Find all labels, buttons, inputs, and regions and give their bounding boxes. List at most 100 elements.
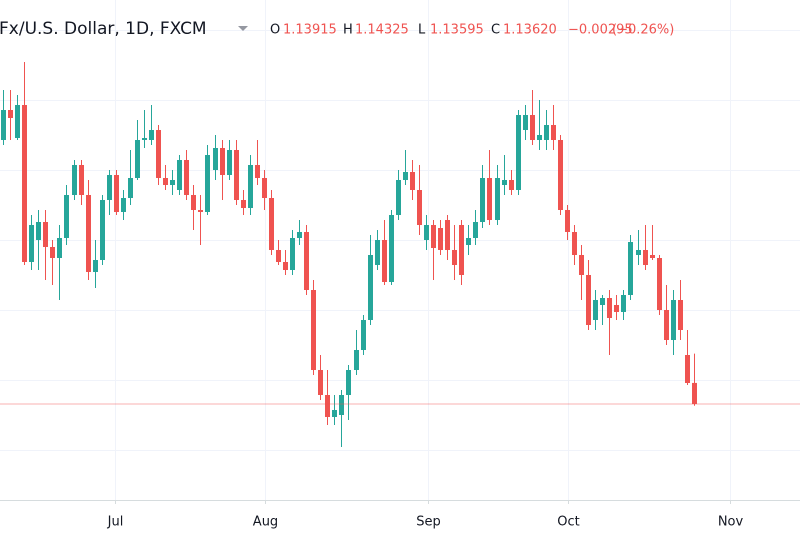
candle-body: [170, 180, 175, 185]
ohlc-value: 1.13915: [283, 23, 337, 38]
candle-body: [375, 240, 380, 265]
candle-body: [184, 160, 189, 195]
candle-body: [678, 300, 683, 330]
candle-body: [382, 240, 387, 282]
candle-body: [572, 232, 577, 255]
candle-body: [459, 225, 464, 275]
candle-body: [43, 222, 48, 247]
candle-body: [114, 175, 119, 212]
candle-body: [191, 195, 196, 210]
candle-body: [86, 195, 91, 272]
x-tick-label: Sep: [416, 515, 441, 530]
candle-body: [15, 105, 20, 138]
ohlc-key: O: [270, 23, 280, 38]
change-value: −0.00295: [568, 23, 633, 38]
x-tick-label: Aug: [253, 515, 278, 530]
grid: [0, 0, 800, 500]
candle-body: [304, 232, 309, 290]
candle-body: [100, 200, 105, 260]
candle-body: [600, 298, 605, 305]
candle-body: [220, 148, 225, 175]
ohlc-value: 1.13595: [430, 23, 484, 38]
candle-body: [227, 150, 232, 175]
candle-body: [64, 195, 69, 238]
candle-body: [269, 198, 274, 250]
candle-body: [346, 370, 351, 395]
candle-body: [544, 125, 549, 140]
candle-body: [241, 200, 246, 208]
candle-body: [234, 150, 239, 200]
candle-body: [8, 110, 13, 118]
candle-body: [248, 165, 253, 208]
candle-body: [72, 165, 77, 195]
candle-body: [50, 247, 55, 258]
candle-body: [417, 190, 422, 225]
candle-body: [614, 305, 619, 312]
ohlc-value: 1.14325: [355, 23, 409, 38]
candle-body: [297, 232, 302, 238]
candle-body: [530, 115, 535, 140]
symbol-title: Fx/U.S. Dollar, 1D, FXCM: [0, 19, 207, 39]
candle-body: [593, 300, 598, 320]
candle-body: [107, 175, 112, 200]
candle-body: [473, 222, 478, 238]
candle-body: [135, 140, 140, 178]
candle-body: [438, 228, 443, 250]
candle-body: [22, 105, 27, 262]
x-tick-label: Nov: [718, 515, 744, 530]
candle-body: [290, 238, 295, 270]
candle-body: [692, 382, 697, 404]
candle-body: [579, 255, 584, 275]
candle-body: [424, 225, 429, 240]
candle-body: [36, 222, 41, 240]
candle-body: [621, 295, 626, 312]
candle-body: [354, 350, 359, 370]
x-tick-label: Oct: [557, 515, 579, 530]
candle-body: [325, 395, 330, 417]
candle-body: [318, 370, 323, 395]
candle-body: [537, 135, 542, 140]
candle-body: [650, 255, 655, 258]
candle-body: [57, 238, 62, 258]
candle-body: [79, 165, 84, 195]
x-tick-label: Jul: [107, 515, 124, 530]
candle-body: [29, 225, 34, 262]
ohlc-value: 1.13620: [503, 23, 557, 38]
candle-body: [551, 125, 556, 140]
candle-body: [466, 238, 471, 245]
x-axis: Jul Aug Sep Oct Nov: [107, 500, 744, 530]
candle-body: [685, 355, 690, 383]
candle-body: [657, 258, 662, 310]
candle-body: [128, 178, 133, 198]
candle-body: [516, 115, 521, 190]
candle-body: [339, 395, 344, 415]
candle-body: [1, 110, 6, 140]
candle-body: [163, 178, 168, 185]
candle-body: [198, 210, 203, 212]
candle-body: [255, 165, 260, 178]
candle-body: [586, 275, 591, 325]
candle-body: [156, 130, 161, 178]
candle-body: [332, 410, 337, 417]
candle-body: [452, 250, 457, 265]
ohlc-key: C: [491, 23, 500, 38]
candle-body: [643, 250, 648, 265]
candle-body: [121, 198, 126, 212]
candle-body: [628, 242, 633, 295]
candle-body: [205, 155, 210, 212]
change-percent: (−0.26%): [612, 23, 674, 38]
candle-body: [565, 210, 570, 232]
candle-body: [607, 298, 612, 318]
candle-body: [523, 115, 528, 130]
candle-body: [213, 148, 218, 170]
candle-body: [410, 172, 415, 190]
candle-body: [445, 220, 450, 250]
candle-body: [142, 138, 147, 140]
candle-body: [509, 180, 514, 190]
dropdown-arrow[interactable]: [238, 26, 248, 31]
candles: [0, 62, 800, 447]
candle-body: [389, 215, 394, 282]
candle-body: [502, 180, 507, 185]
